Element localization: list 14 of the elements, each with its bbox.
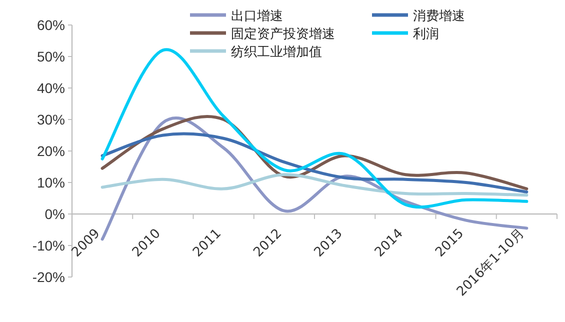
y-tick-label: 0% — [44, 206, 65, 222]
y-tick-label: 40% — [36, 80, 65, 96]
legend-label: 消费增速 — [413, 9, 465, 24]
legend-label: 利润 — [413, 27, 439, 42]
legend-label: 纺织工业增加值 — [231, 45, 322, 60]
legend-label: 固定资产投资增速 — [231, 27, 335, 42]
y-tick-label: 30% — [36, 112, 65, 128]
legend-label: 出口增速 — [231, 9, 283, 24]
y-tick-label: -10% — [32, 238, 65, 254]
y-tick-label: 60% — [36, 17, 65, 33]
y-tick-label: 20% — [36, 143, 65, 159]
y-tick-label: -20% — [32, 269, 65, 285]
y-tick-label: 50% — [36, 48, 65, 64]
y-tick-label: 10% — [36, 174, 65, 190]
